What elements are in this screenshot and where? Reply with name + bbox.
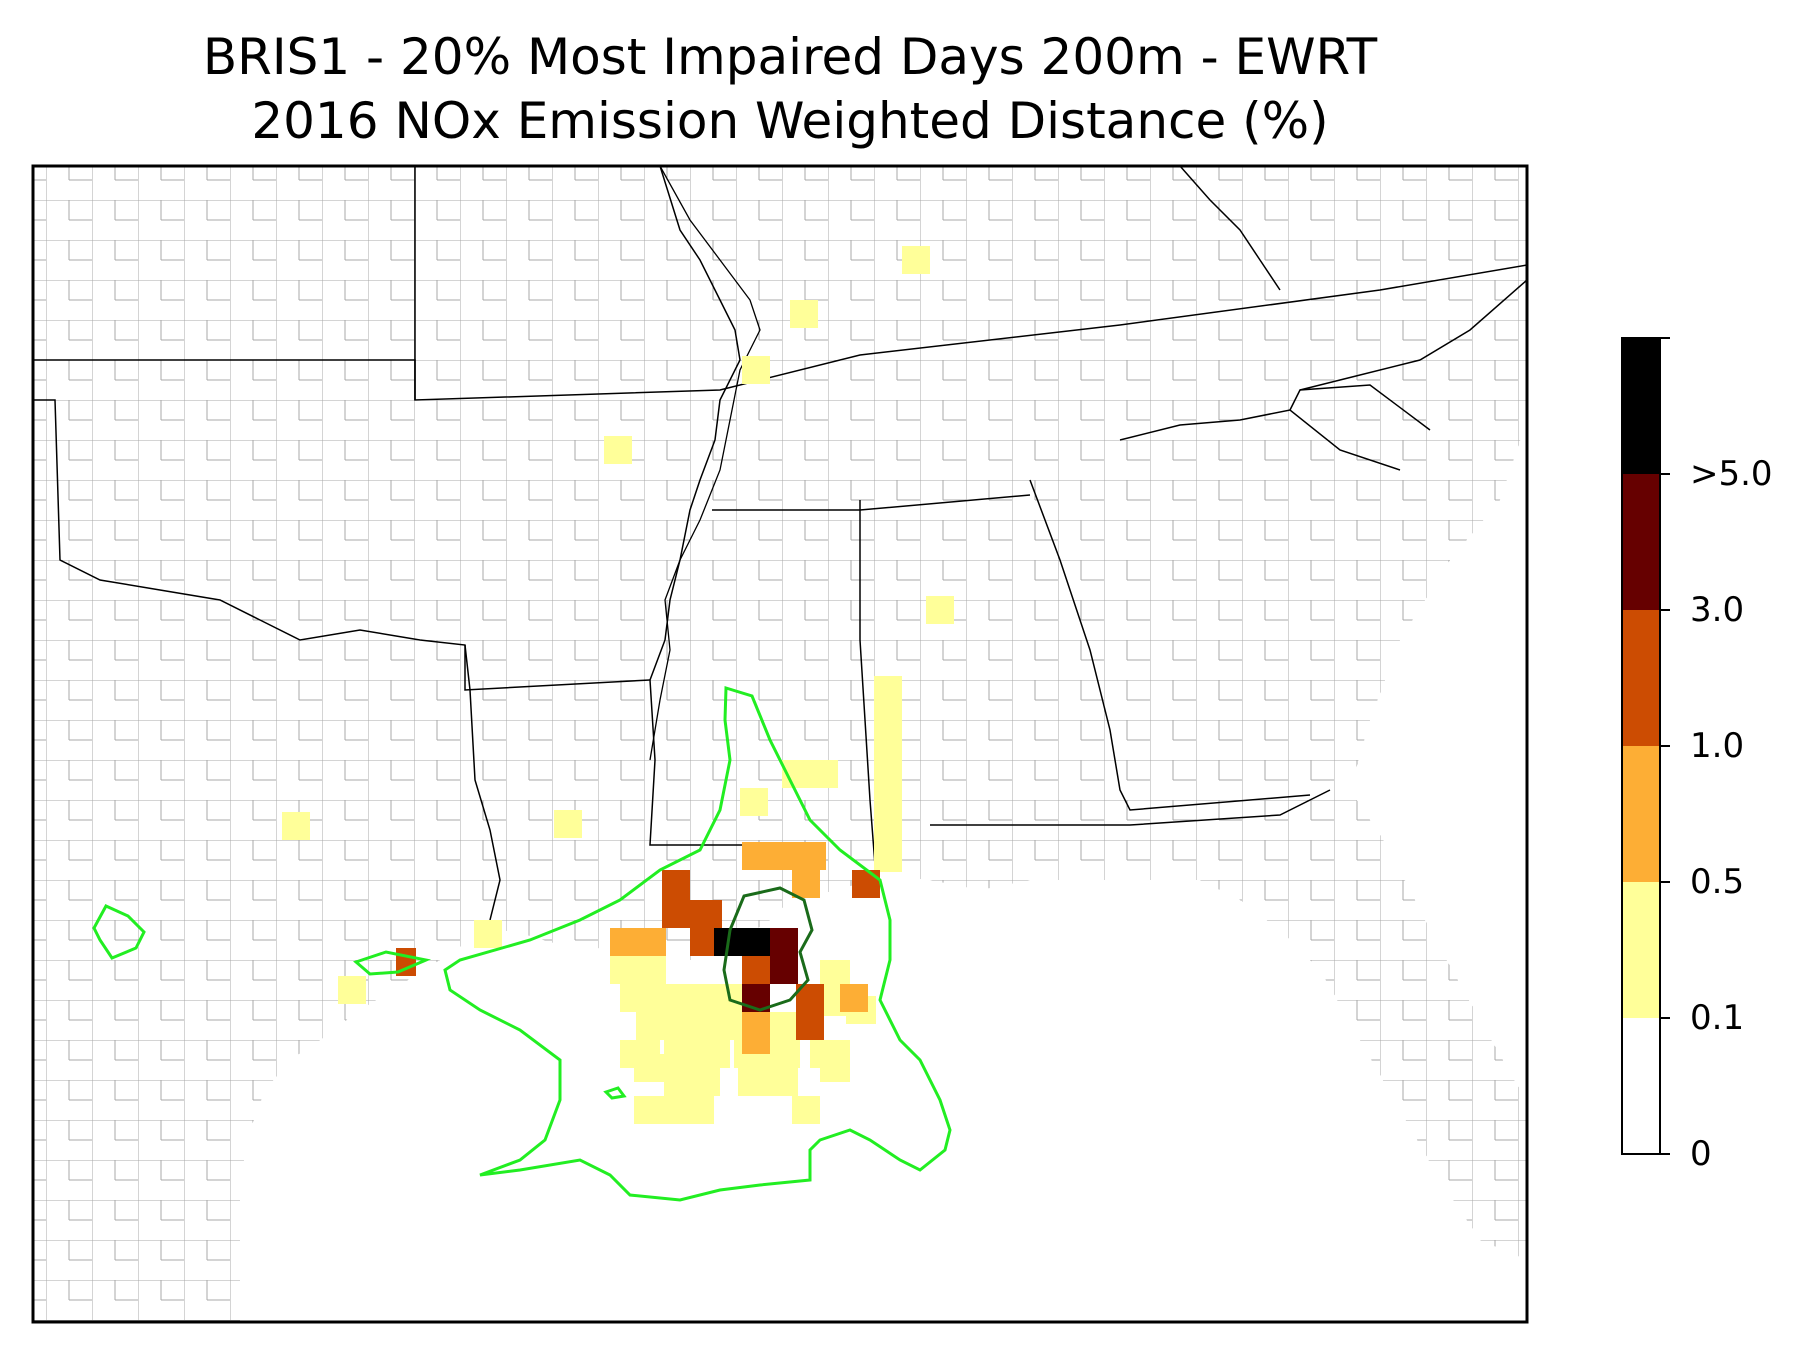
map-title-line1: BRIS1 - 20% Most Impaired Days 200m - EW…	[202, 28, 1378, 86]
colorbar-label-0: 0	[1690, 1134, 1712, 1174]
map-border	[31, 164, 1529, 1324]
colorbar-bin-4	[1622, 474, 1660, 610]
colorbar-frame	[1621, 337, 1661, 1155]
cells-above-5-0	[714, 928, 770, 956]
colorbar-bin-2	[1622, 746, 1660, 882]
light-green-contour-small-1	[92, 904, 146, 960]
colorbar-bin-1	[1622, 882, 1660, 1018]
colorbar-label-0-5: 0.5	[1690, 862, 1745, 902]
colorbar-label-3-0: 3.0	[1690, 590, 1745, 630]
light-green-contour	[443, 685, 952, 1202]
colorbar-label-1-0: 1.0	[1690, 726, 1745, 766]
colorbar	[1621, 337, 1670, 1155]
colorbar-bin-3	[1622, 610, 1660, 746]
colorbar-label-0-1: 0.1	[1690, 998, 1745, 1038]
cells-0-1-to-0-5	[282, 246, 954, 1124]
light-green-contour-small-3	[603, 1086, 627, 1100]
dark-green-contour	[722, 886, 814, 1012]
state-borders	[33, 166, 1527, 921]
colorbar-bin-0	[1622, 1018, 1660, 1154]
map-title-line2: 2016 NOx Emission Weighted Distance (%)	[251, 92, 1329, 150]
land-area	[33, 166, 1527, 1322]
colorbar-label-gt-5-0: >5.0	[1690, 454, 1773, 494]
mississippi-river	[649, 166, 761, 761]
colorbar-bin-5	[1622, 338, 1660, 474]
light-green-contour-small-2	[353, 950, 432, 976]
